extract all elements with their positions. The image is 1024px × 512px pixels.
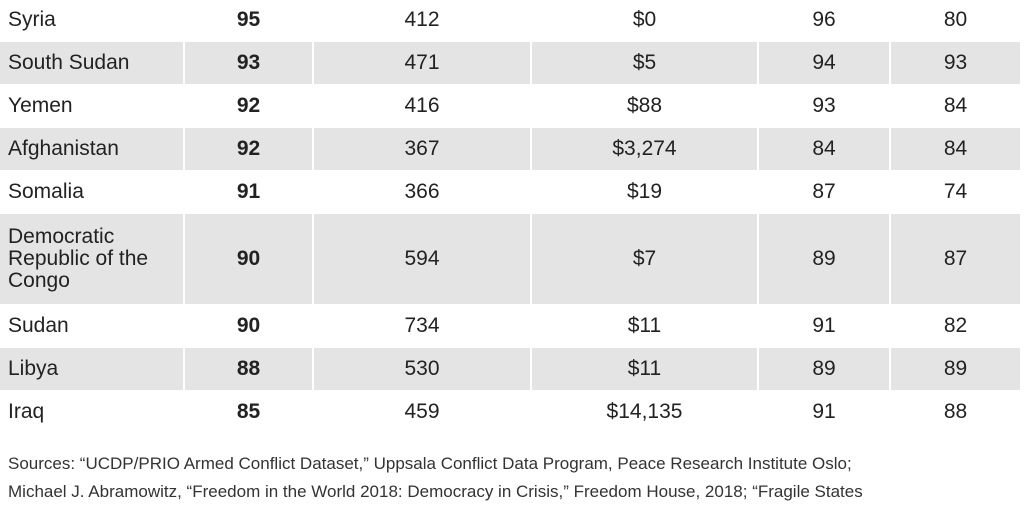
value-cell: $11 [532,348,759,390]
value-cell: 367 [314,128,532,170]
sources-note: Sources: “UCDP/PRIO Armed Conflict Datas… [8,450,1018,506]
value-cell: 84 [943,94,968,117]
country-cell: Iraq [0,391,185,433]
score-cell: 92 [185,128,314,170]
country-cell: Somalia [0,171,185,213]
score-cell: 90 [185,214,314,304]
value-cell: $88 [532,85,759,127]
value-cell: $0 [532,0,759,41]
value-cell: 89 [759,348,891,390]
value-cell: 91 [759,305,891,347]
country-cell: Democratic Republic of the Congo [0,214,185,304]
value-cell: 366 [314,171,532,213]
country-cell: Yemen [0,85,185,127]
value-cell: 530 [314,348,532,390]
table-row: Iraq 85 459 $14,135 91 88 [0,391,1020,433]
value-cell: $11 [532,305,759,347]
value-cell: $7 [532,214,759,304]
value-cell: 91 [759,391,891,433]
value-cell: 88 [943,400,968,423]
value-cell: 416 [314,85,532,127]
value-cell: 84 [759,128,891,170]
country-cell: Sudan [0,305,185,347]
value-cell: 96 [759,0,891,41]
table-row: South Sudan 93 471 $5 94 93 [0,41,1020,85]
table-row: Libya 88 530 $11 89 89 [0,347,1020,391]
score-cell: 88 [185,348,314,390]
value-cell: 93 [891,42,1020,84]
value-cell: 82 [943,314,968,337]
value-cell: 74 [943,180,968,203]
country-cell: South Sudan [0,42,185,84]
value-cell: 80 [943,8,968,31]
fragile-states-table: Syria 95 412 $0 96 80 South Sudan 93 471… [0,0,1020,433]
value-cell: 93 [759,85,891,127]
score-cell: 93 [185,42,314,84]
value-cell: 89 [759,214,891,304]
table-row: Afghanistan 92 367 $3,274 84 84 [0,127,1020,171]
table-row: Syria 95 412 $0 96 80 [0,0,1020,41]
value-cell: 412 [314,0,532,41]
score-cell: 92 [185,85,314,127]
value-cell: $3,274 [532,128,759,170]
table-row: Yemen 92 416 $88 93 84 [0,85,1020,127]
country-cell: Afghanistan [0,128,185,170]
score-cell: 91 [185,171,314,213]
value-cell: $19 [532,171,759,213]
value-cell: 94 [759,42,891,84]
table-row: Sudan 90 734 $11 91 82 [0,305,1020,347]
table-row: Democratic Republic of the Congo 90 594 … [0,213,1020,305]
country-cell: Syria [0,0,185,41]
value-cell: 84 [891,128,1020,170]
sources-line-2: Michael J. Abramowitz, “Freedom in the W… [8,482,863,501]
table-row: Somalia 91 366 $19 87 74 [0,171,1020,213]
value-cell: 87 [759,171,891,213]
value-cell: 87 [891,214,1020,304]
country-cell: Libya [0,348,185,390]
score-cell: 85 [185,391,314,433]
value-cell: $14,135 [532,391,759,433]
value-cell: 459 [314,391,532,433]
sources-line-1: Sources: “UCDP/PRIO Armed Conflict Datas… [8,454,852,473]
value-cell: 89 [891,348,1020,390]
value-cell: $5 [532,42,759,84]
value-cell: 471 [314,42,532,84]
score-cell: 95 [185,0,314,41]
value-cell: 594 [314,214,532,304]
score-cell: 90 [185,305,314,347]
value-cell: 734 [314,305,532,347]
